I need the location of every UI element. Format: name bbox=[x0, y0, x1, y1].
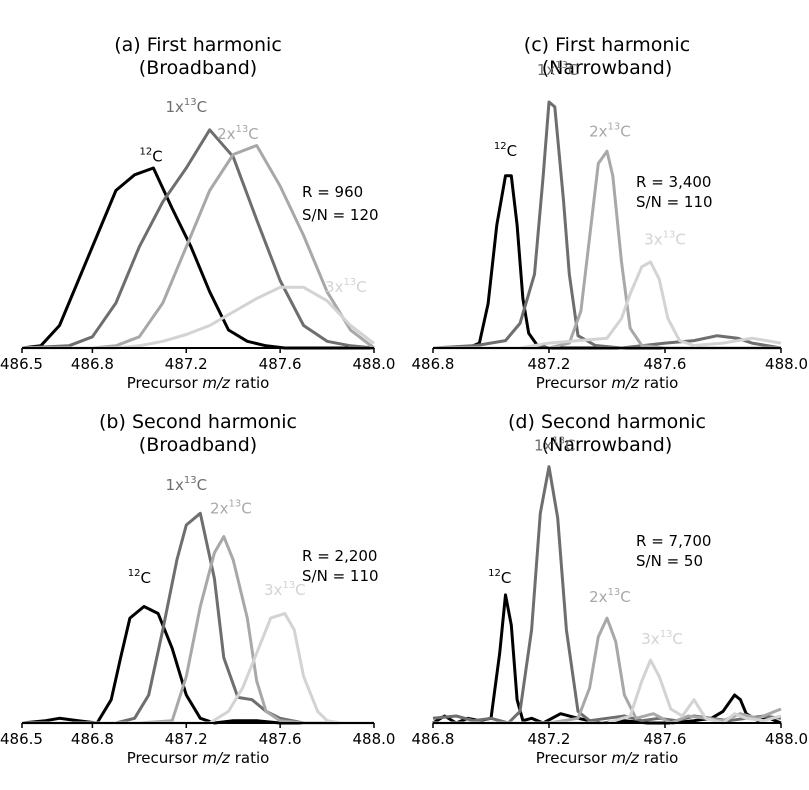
stats-label: S/N = 120 bbox=[302, 206, 379, 224]
peak-label: 1x13C bbox=[537, 60, 579, 79]
series-line bbox=[433, 658, 782, 725]
x-tick-label: 486.5 bbox=[0, 730, 43, 748]
x-axis-label: Precursor m/z ratio bbox=[127, 749, 270, 767]
peak-label: 3x13C bbox=[641, 629, 683, 648]
x-tick-label: 486.8 bbox=[412, 730, 455, 748]
stats-label: S/N = 110 bbox=[636, 193, 713, 211]
x-axis-label: Precursor m/z ratio bbox=[536, 749, 679, 767]
x-tick-label: 488.0 bbox=[765, 730, 808, 748]
x-tick-label: 487.6 bbox=[644, 730, 687, 748]
stats-label: S/N = 110 bbox=[302, 567, 379, 585]
chart-title: (b) Second harmonic bbox=[99, 411, 297, 433]
peak-label: 2x13C bbox=[589, 121, 631, 140]
x-tick-label: 487.2 bbox=[528, 730, 571, 748]
chart-panel: (d) Second harmonic(Narrowband) 486.8 487.… bbox=[412, 411, 808, 767]
chart-panel: (b) Second harmonic(Broadband) 486.5 486.8… bbox=[0, 411, 395, 767]
peak-label: 1x13C bbox=[165, 475, 207, 494]
chart-title: (a) First harmonic bbox=[114, 34, 282, 56]
x-tick-label: 488.0 bbox=[353, 355, 396, 373]
x-tick-label: 487.2 bbox=[165, 355, 208, 373]
chart-panel: (c) First harmonic(Narrowband) 486.8 487.2… bbox=[412, 34, 808, 392]
chart-title: (Narrowband) bbox=[542, 434, 673, 456]
peak-label: 1x13C bbox=[165, 97, 207, 116]
x-tick-label: 487.2 bbox=[165, 730, 208, 748]
peak-label: 12C bbox=[488, 568, 511, 587]
x-tick-label: 488.0 bbox=[353, 730, 396, 748]
peak-label: 3x13C bbox=[325, 277, 367, 296]
stats-label: R = 3,400 bbox=[636, 173, 711, 191]
stats-label: S/N = 50 bbox=[636, 552, 703, 570]
x-tick-label: 487.6 bbox=[644, 355, 687, 373]
series-line bbox=[21, 128, 375, 350]
x-axis-label: Precursor m/z ratio bbox=[127, 374, 270, 392]
peak-label: 12C bbox=[139, 146, 162, 165]
peak-label: 3x13C bbox=[264, 580, 306, 599]
series-line bbox=[22, 612, 374, 725]
x-tick-label: 486.8 bbox=[412, 355, 455, 373]
chart-title: (Narrowband) bbox=[542, 57, 673, 79]
x-axis-label: Precursor m/z ratio bbox=[536, 374, 679, 392]
x-tick-label: 486.5 bbox=[0, 355, 43, 373]
series-line bbox=[433, 616, 782, 725]
series-line bbox=[432, 593, 782, 725]
x-tick-label: 488.0 bbox=[765, 355, 808, 373]
series-line bbox=[22, 144, 375, 350]
peak-label: 2x13C bbox=[210, 498, 252, 517]
peak-label: 2x13C bbox=[589, 587, 631, 606]
chart-title: (Broadband) bbox=[139, 434, 257, 456]
peak-label: 12C bbox=[494, 141, 517, 160]
chart-panel: (a) First harmonic(Broadband) 486.5 486.8 4… bbox=[0, 34, 395, 392]
series-line bbox=[433, 174, 781, 350]
chart-title: (c) First harmonic bbox=[524, 34, 690, 56]
x-tick-label: 486.8 bbox=[71, 730, 114, 748]
x-tick-label: 487.6 bbox=[259, 730, 302, 748]
peak-label: 1x13C bbox=[534, 435, 576, 454]
series-line bbox=[21, 605, 374, 725]
series-line bbox=[433, 260, 782, 350]
stats-label: R = 2,200 bbox=[302, 547, 377, 565]
stats-label: R = 960 bbox=[302, 183, 363, 201]
peak-label: 3x13C bbox=[644, 230, 686, 249]
chart-title: (Broadband) bbox=[139, 57, 257, 79]
x-tick-label: 486.8 bbox=[71, 355, 114, 373]
series-line bbox=[22, 285, 375, 350]
series-line bbox=[432, 100, 782, 350]
chart-title: (d) Second harmonic bbox=[508, 411, 706, 433]
x-tick-label: 487.2 bbox=[528, 355, 571, 373]
peak-label: 2x13C bbox=[217, 124, 259, 143]
stats-label: R = 7,700 bbox=[636, 532, 711, 550]
peak-label: 12C bbox=[128, 568, 151, 587]
x-tick-label: 487.6 bbox=[259, 355, 302, 373]
